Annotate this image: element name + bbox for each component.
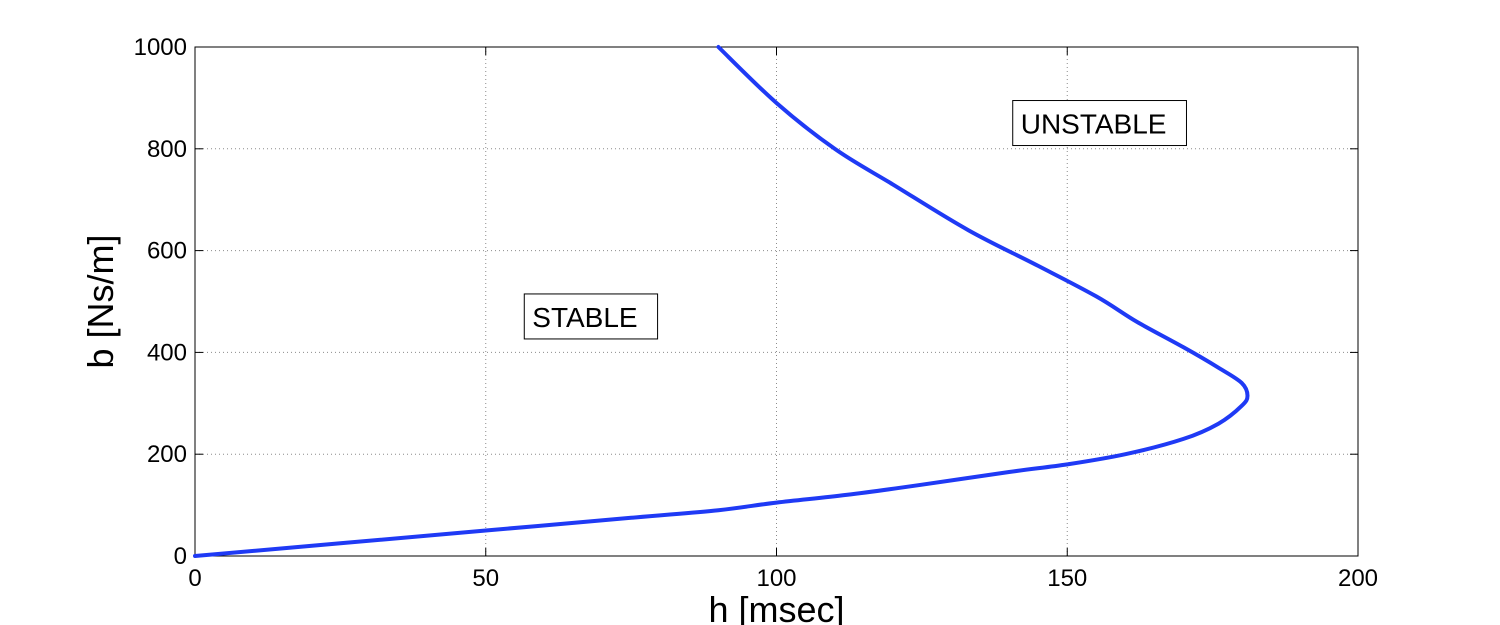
y-tick-label: 1000 (134, 34, 187, 61)
y-tick-label: 800 (147, 136, 187, 163)
annotation-box (523, 293, 659, 340)
y-tick-label: 400 (147, 339, 187, 366)
annotation-box (1012, 100, 1187, 147)
series-layer (193, 45, 1250, 558)
annotation-label: UNSTABLE (1021, 109, 1167, 140)
x-tick-label: 0 (188, 565, 201, 592)
stability-boundary-line (193, 45, 1250, 558)
y-tick-label: 0 (174, 543, 187, 570)
x-tick-label: 200 (1338, 565, 1378, 592)
annotations: STABLE UNSTABLE (523, 100, 1187, 340)
y-tick-label: 600 (147, 238, 187, 265)
x-tick-label: 150 (1047, 565, 1087, 592)
x-tick-label: 50 (472, 565, 499, 592)
x-axis-title: h [msec] (708, 589, 844, 625)
annotation-label: STABLE (532, 302, 637, 333)
y-axis-title: b [Ns/m] (80, 234, 121, 368)
annotation-unstable: UNSTABLE (1012, 100, 1187, 147)
x-tick-label: 100 (756, 565, 796, 592)
axis-ticks: 0 50 100 150 200 0 200 400 600 800 1000 (134, 34, 1378, 592)
annotation-stable: STABLE (523, 293, 659, 340)
y-tick-label: 200 (147, 441, 187, 468)
